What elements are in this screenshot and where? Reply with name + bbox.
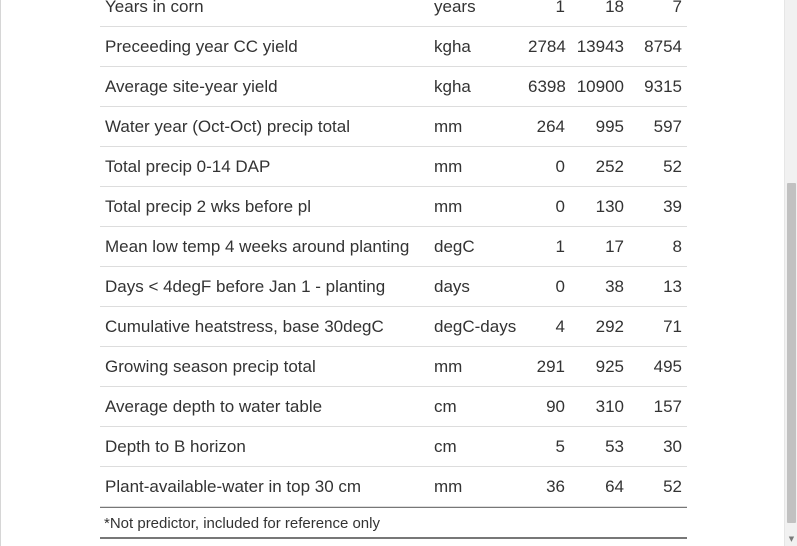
average-value-cell: 52 (629, 466, 687, 507)
min-value-cell: 36 (528, 466, 570, 507)
variable-cell: Growing season precip total (100, 346, 428, 387)
min-value-cell: 1 (528, 0, 570, 27)
summary-table-container: Years in corn years 1 18 7 Preceeding year CC… (100, 0, 687, 507)
scroll-down-arrow-icon[interactable]: ▼ (788, 535, 795, 543)
table-body: Years in corn years 1 18 7 Preceeding year CC… (100, 0, 687, 507)
variable-cell: Days < 4degF before Jan 1 - planting (100, 266, 428, 307)
variable-cell: Plant-available-water in top 30 cm (100, 466, 428, 507)
min-value-cell: 291 (528, 346, 570, 387)
max-value-cell: 10900 (570, 66, 629, 107)
table-row: Days < 4degF before Jan 1 - planting days… (100, 266, 687, 307)
min-value-cell: 1 (528, 226, 570, 267)
unit-cell: degC-days (428, 306, 528, 347)
table-row: Depth to B horizon cm 5 53 30 (100, 426, 687, 467)
variable-cell: Cumulative heatstress, base 30degC (100, 306, 428, 347)
min-value-cell: 4 (528, 306, 570, 347)
average-value-cell: 71 (629, 306, 687, 347)
table-row: Mean low temp 4 weeks around planting deg… (100, 226, 687, 267)
min-value-cell: 90 (528, 386, 570, 427)
variable-cell: Depth to B horizon (100, 426, 428, 467)
table-row: Years in corn years 1 18 7 (100, 0, 687, 27)
average-value-cell: 8754 (629, 26, 687, 67)
table-row: Plant-available-water in top 30 cm mm 36 64… (100, 466, 687, 507)
min-value-cell: 0 (528, 186, 570, 227)
max-value-cell: 995 (570, 106, 629, 147)
max-value-cell: 130 (570, 186, 629, 227)
min-value-cell: 0 (528, 266, 570, 307)
average-value-cell: 13 (629, 266, 687, 307)
unit-cell: mm (428, 186, 528, 227)
variable-cell: Preceeding year CC yield (100, 26, 428, 67)
max-value-cell: 252 (570, 146, 629, 187)
vertical-scrollbar[interactable]: ▼ (784, 0, 797, 546)
table-row: Growing season precip total mm 291 925 495 (100, 346, 687, 387)
average-value-cell: 8 (629, 226, 687, 267)
min-value-cell: 264 (528, 106, 570, 147)
max-value-cell: 18 (570, 0, 629, 27)
unit-cell: mm (428, 466, 528, 507)
average-value-cell: 597 (629, 106, 687, 147)
unit-cell: degC (428, 226, 528, 267)
min-value-cell: 6398 (528, 66, 570, 107)
average-value-cell: 7 (629, 0, 687, 27)
variable-cell: Mean low temp 4 weeks around planting (100, 226, 428, 267)
average-value-cell: 9315 (629, 66, 687, 107)
summary-table: Years in corn years 1 18 7 Preceeding year CC… (100, 0, 687, 507)
variable-cell: Water year (Oct-Oct) precip total (100, 106, 428, 147)
table-row: Preceeding year CC yield kgha 2784 13943 875… (100, 26, 687, 67)
variable-cell: Years in corn (100, 0, 428, 27)
unit-cell: days (428, 266, 528, 307)
max-value-cell: 13943 (570, 26, 629, 67)
unit-cell: mm (428, 106, 528, 147)
min-value-cell: 2784 (528, 26, 570, 67)
min-value-cell: 5 (528, 426, 570, 467)
table-row: Cumulative heatstress, base 30degC degC-d… (100, 306, 687, 347)
max-value-cell: 64 (570, 466, 629, 507)
average-value-cell: 30 (629, 426, 687, 467)
max-value-cell: 38 (570, 266, 629, 307)
unit-cell: mm (428, 146, 528, 187)
table-row: Total precip 2 wks before pl mm 0 130 39 (100, 186, 687, 227)
min-value-cell: 0 (528, 146, 570, 187)
average-value-cell: 52 (629, 146, 687, 187)
unit-cell: mm (428, 346, 528, 387)
max-value-cell: 53 (570, 426, 629, 467)
table-row: Water year (Oct-Oct) precip total mm 264 99… (100, 106, 687, 147)
variable-cell: Average site-year yield (100, 66, 428, 107)
unit-cell: kgha (428, 66, 528, 107)
max-value-cell: 17 (570, 226, 629, 267)
max-value-cell: 310 (570, 386, 629, 427)
variable-cell: Total precip 2 wks before pl (100, 186, 428, 227)
table-row: Total precip 0-14 DAP mm 0 252 52 (100, 146, 687, 187)
variable-cell: Average depth to water table (100, 386, 428, 427)
average-value-cell: 39 (629, 186, 687, 227)
unit-cell: kgha (428, 26, 528, 67)
max-value-cell: 925 (570, 346, 629, 387)
scrollbar-thumb[interactable] (787, 183, 796, 523)
table-footnote: *Not predictor, included for reference o… (100, 507, 687, 539)
max-value-cell: 292 (570, 306, 629, 347)
unit-cell: cm (428, 426, 528, 467)
variable-cell: Total precip 0-14 DAP (100, 146, 428, 187)
table-row: Average site-year yield kgha 6398 10900 9315 (100, 66, 687, 107)
table-row: Average depth to water table cm 90 310 157 (100, 386, 687, 427)
scroll-up-arrow-icon[interactable] (785, 0, 797, 13)
average-value-cell: 495 (629, 346, 687, 387)
unit-cell: cm (428, 386, 528, 427)
unit-cell: years (428, 0, 528, 27)
average-value-cell: 157 (629, 386, 687, 427)
